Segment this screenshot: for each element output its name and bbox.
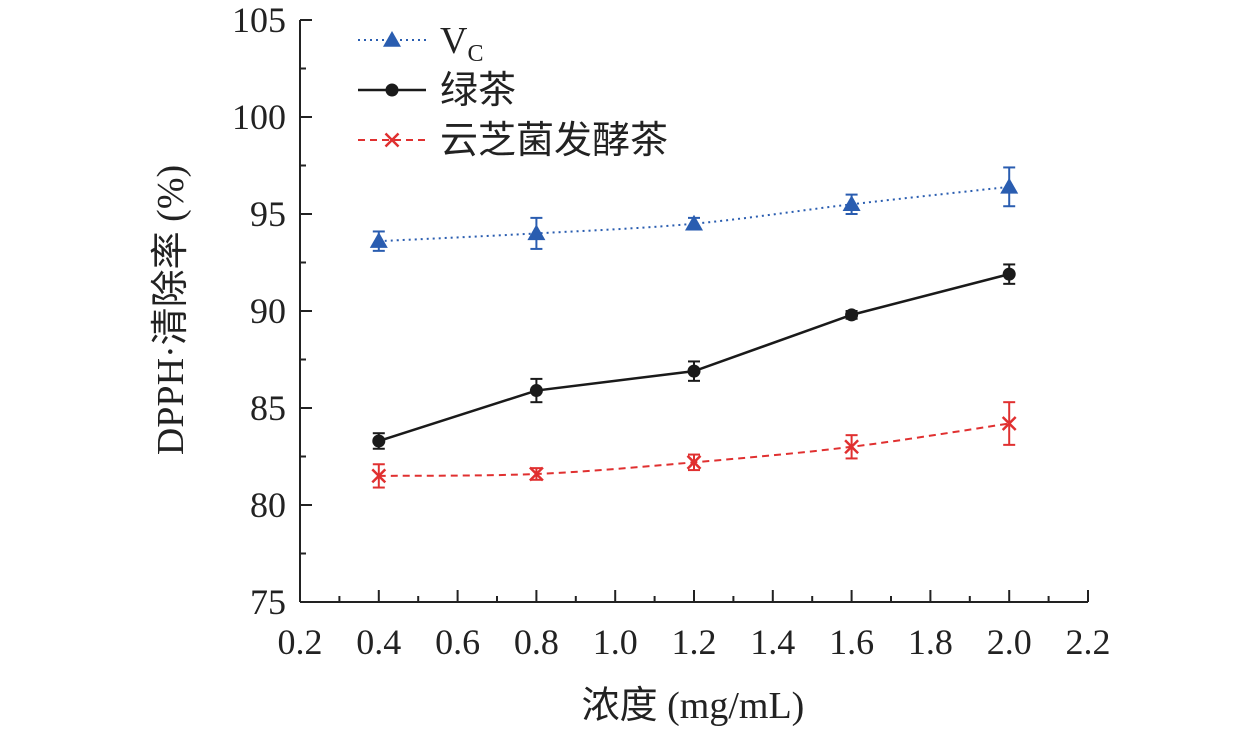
data-point — [687, 364, 701, 378]
series-2 — [372, 263, 1016, 450]
data-point — [527, 224, 546, 241]
data-point — [529, 384, 543, 398]
legend-item-1: VC — [358, 20, 483, 67]
data-point — [369, 232, 388, 248]
x-tick-label: 1.8 — [908, 622, 953, 662]
y-tick-label: 80 — [250, 485, 286, 525]
x-tick-label: 1.0 — [593, 622, 638, 662]
x-tick-label: 1.6 — [829, 622, 874, 662]
legend-item-2: 绿茶 — [358, 70, 516, 112]
y-tick-label: 75 — [250, 582, 286, 622]
data-point — [371, 468, 387, 484]
series-line — [378, 272, 1010, 443]
data-point — [1000, 177, 1019, 194]
x-axis-title: 浓度 (mg/mL) — [582, 685, 805, 727]
data-point — [529, 466, 544, 482]
x-tick-label: 1.2 — [672, 622, 717, 662]
cross-stroke — [529, 466, 544, 482]
legend-marker — [384, 132, 400, 148]
x-tick-label: 0.8 — [514, 622, 559, 662]
legend-item-3: 云芝菌发酵茶 — [358, 120, 668, 162]
y-tick-label: 95 — [250, 194, 286, 234]
x-tick-label: 0.6 — [435, 622, 480, 662]
data-point — [1002, 267, 1016, 281]
data-point — [686, 454, 702, 470]
legend-label: VC — [440, 20, 483, 67]
y-tick-label: 90 — [250, 291, 286, 331]
series-line — [378, 185, 1010, 243]
cross-stroke — [384, 132, 400, 148]
y-axis-title: DPPH·清除率 (%) — [150, 165, 192, 455]
y-tick-label: 100 — [232, 97, 286, 137]
x-tick-label: 0.4 — [356, 622, 401, 662]
series-3 — [371, 401, 1017, 489]
data-point — [1001, 416, 1017, 431]
data-point — [842, 195, 861, 212]
data-point — [845, 308, 859, 322]
series-1 — [369, 166, 1019, 252]
legend-label: 云芝菌发酵茶 — [440, 120, 668, 162]
cross-stroke — [1001, 416, 1017, 431]
y-tick-label: 85 — [250, 388, 286, 428]
series-layer — [369, 166, 1019, 489]
y-tick-label: 105 — [232, 0, 286, 40]
x-tick-label: 1.4 — [750, 622, 795, 662]
data-point — [685, 214, 703, 231]
axes: 0.2 0.4 0.6 0.8 1.0 1.2 1.4 1.6 1.8 2.0 2.2 75 80 85 9… — [232, 0, 1111, 662]
legend-marker — [385, 83, 399, 97]
data-point — [844, 439, 859, 455]
legend-marker — [383, 31, 401, 47]
x-tick-label: 2.2 — [1066, 622, 1111, 662]
legend-label: 绿茶 — [440, 70, 516, 112]
x-tick-label: 0.2 — [278, 622, 323, 662]
cross-stroke — [686, 454, 702, 470]
data-point — [372, 434, 386, 448]
cross-stroke — [371, 468, 387, 484]
cross-stroke — [844, 439, 859, 455]
x-tick-label: 2.0 — [987, 622, 1032, 662]
